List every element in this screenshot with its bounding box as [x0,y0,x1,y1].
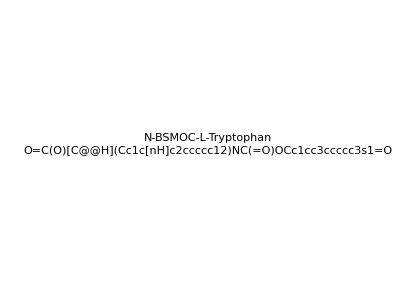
Text: N-BSMOC-L-Tryptophan
O=C(O)[C@@H](Cc1c[nH]c2ccccc12)NC(=O)OCc1cc3ccccc3s1=O: N-BSMOC-L-Tryptophan O=C(O)[C@@H](Cc1c[n… [23,133,393,155]
